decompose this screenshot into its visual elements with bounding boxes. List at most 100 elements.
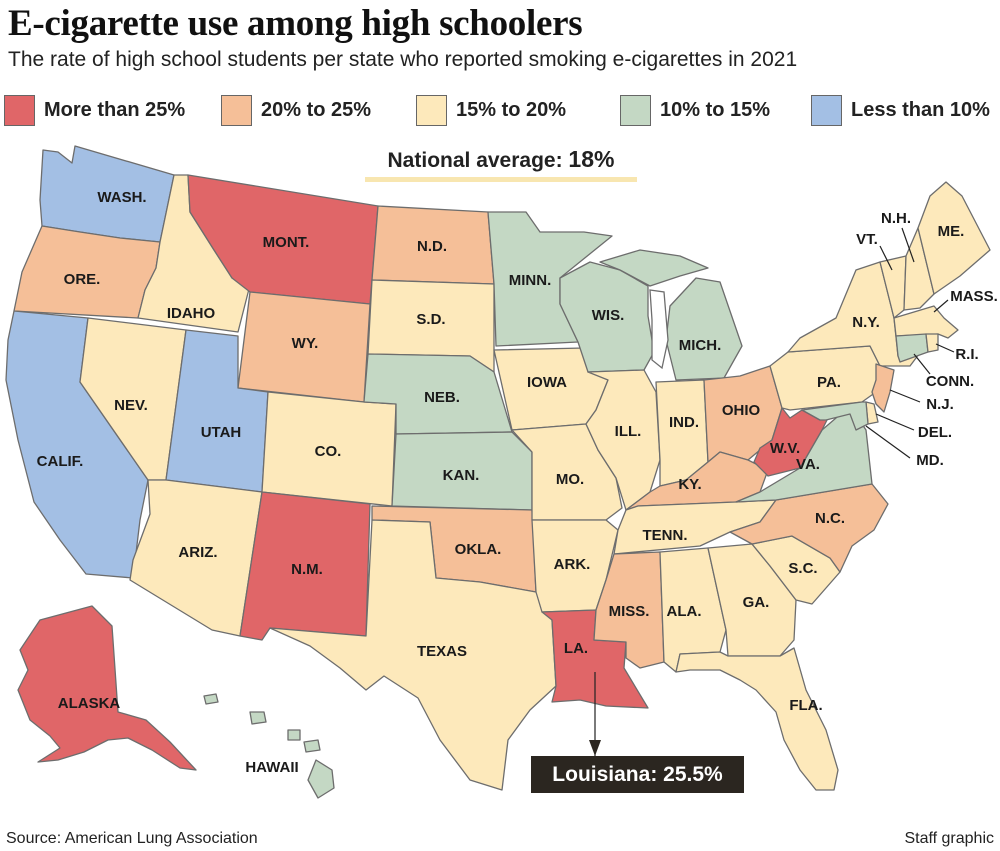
state-label-neb: NEB. — [424, 389, 460, 406]
state-label-ind: IND. — [669, 414, 699, 431]
state-hawaii — [203, 693, 335, 799]
leader-mass — [933, 299, 949, 313]
state-nc — [729, 483, 889, 573]
state-label-texas: TEXAS — [417, 643, 467, 660]
state-label-ore: ORE. — [64, 271, 101, 288]
leader-vt — [879, 245, 893, 271]
national-average-underline — [365, 177, 637, 182]
state-label-del: DEL. — [918, 424, 952, 441]
state-label-utah: UTAH — [201, 424, 242, 441]
legend-item-20-to-25: 20% to 25% — [221, 94, 371, 126]
legend-swatch — [221, 94, 252, 126]
state-me — [917, 181, 991, 295]
state-label-la: LA. — [564, 640, 588, 657]
state-label-tenn: TENN. — [643, 527, 688, 544]
legend-swatch — [620, 94, 651, 126]
state-label-miss: MISS. — [609, 603, 650, 620]
legend-item-less-than-10: Less than 10% — [811, 94, 990, 126]
state-label-nd: N.D. — [417, 238, 447, 255]
state-label-nj: N.J. — [926, 396, 954, 413]
leader-ri — [935, 343, 955, 353]
state-mich-up — [599, 249, 709, 287]
state-label-ill: ILL. — [615, 423, 642, 440]
state-label-minn: MINN. — [509, 272, 552, 289]
state-fla — [675, 647, 839, 791]
callout-pointer-icon — [589, 740, 601, 756]
state-mich — [665, 277, 743, 381]
state-label-mont: MONT. — [263, 234, 310, 251]
state-label-ohio: OHIO — [722, 402, 761, 419]
state-label-me: ME. — [938, 223, 965, 240]
state-label-kan: KAN. — [443, 467, 480, 484]
state-label-idaho: IDAHO — [167, 305, 216, 322]
callout-label: Louisiana: — [552, 762, 658, 786]
national-average-value: 18% — [568, 146, 615, 172]
state-ky — [625, 451, 769, 511]
leader-nh — [901, 227, 915, 263]
state-label-alaska: ALASKA — [58, 695, 121, 712]
state-nj — [871, 363, 895, 413]
state-label-ariz: ARIZ. — [178, 544, 217, 561]
state-label-okla: OKLA. — [455, 541, 502, 558]
leader-nj — [889, 389, 921, 403]
state-label-va: VA. — [796, 456, 820, 473]
legend-label: Less than 10% — [851, 98, 990, 121]
state-label-wis: WIS. — [592, 307, 625, 324]
chart-title: E-cigarette use among high schoolers — [8, 3, 583, 44]
state-label-calif: CALIF. — [37, 453, 84, 470]
state-label-nm: N.M. — [291, 561, 323, 578]
state-label-mass: MASS. — [950, 288, 998, 305]
state-label-ky: KY. — [678, 476, 701, 493]
state-label-vt: VT. — [856, 231, 878, 248]
legend-swatch — [4, 94, 35, 126]
leader-del — [875, 413, 915, 431]
leader-conn — [913, 353, 931, 375]
credit-note: Staff graphic — [904, 830, 994, 847]
chart-subtitle: The rate of high school students per sta… — [8, 48, 798, 71]
state-conn — [895, 333, 929, 363]
legend-swatch — [416, 94, 447, 126]
legend: More than 25% 20% to 25% 15% to 20% 10% … — [0, 94, 1000, 126]
state-co — [261, 391, 397, 507]
state-label-co: CO. — [315, 443, 342, 460]
state-alaska — [17, 605, 197, 771]
state-label-iowa: IOWA — [527, 374, 567, 391]
leader-md — [865, 425, 911, 459]
state-label-ala: ALA. — [667, 603, 702, 620]
legend-label: 20% to 25% — [261, 98, 372, 121]
state-texas — [269, 519, 557, 791]
legend-item-more-than-25: More than 25% — [4, 94, 185, 126]
legend-label: 15% to 20% — [456, 98, 567, 121]
state-label-md: MD. — [916, 452, 944, 469]
state-label-mo: MO. — [556, 471, 584, 488]
state-label-nev: NEV. — [114, 397, 148, 414]
louisiana-callout: Louisiana: 25.5% — [531, 756, 744, 793]
state-label-nh: N.H. — [881, 210, 911, 227]
state-label-wv: W.V. — [770, 440, 800, 457]
source-note: Source: American Lung Association — [6, 830, 258, 847]
state-md — [801, 401, 869, 431]
state-label-wash: WASH. — [97, 189, 146, 206]
state-label-ark: ARK. — [554, 556, 591, 573]
lake-michigan — [649, 289, 669, 370]
state-label-fla: FLA. — [789, 697, 822, 714]
legend-label: More than 25% — [44, 98, 186, 121]
state-nh — [903, 227, 935, 311]
state-label-pa: PA. — [817, 374, 841, 391]
state-label-hawaii: HAWAII — [245, 759, 298, 776]
state-label-sc: S.C. — [788, 560, 817, 577]
callout-value: 25.5% — [663, 762, 723, 786]
national-average-label: National average: — [387, 149, 569, 172]
state-ri — [925, 333, 939, 353]
state-label-ny: N.Y. — [852, 314, 880, 331]
legend-item-10-to-15: 10% to 15% — [620, 94, 770, 126]
legend-label: 10% to 15% — [660, 98, 771, 121]
state-label-ri: R.I. — [955, 346, 978, 363]
legend-item-15-to-20: 15% to 20% — [416, 94, 566, 126]
state-label-mich: MICH. — [679, 337, 722, 354]
state-label-sd: S.D. — [416, 311, 445, 328]
state-ill — [585, 369, 661, 511]
national-average: National average: 18% — [365, 146, 637, 182]
